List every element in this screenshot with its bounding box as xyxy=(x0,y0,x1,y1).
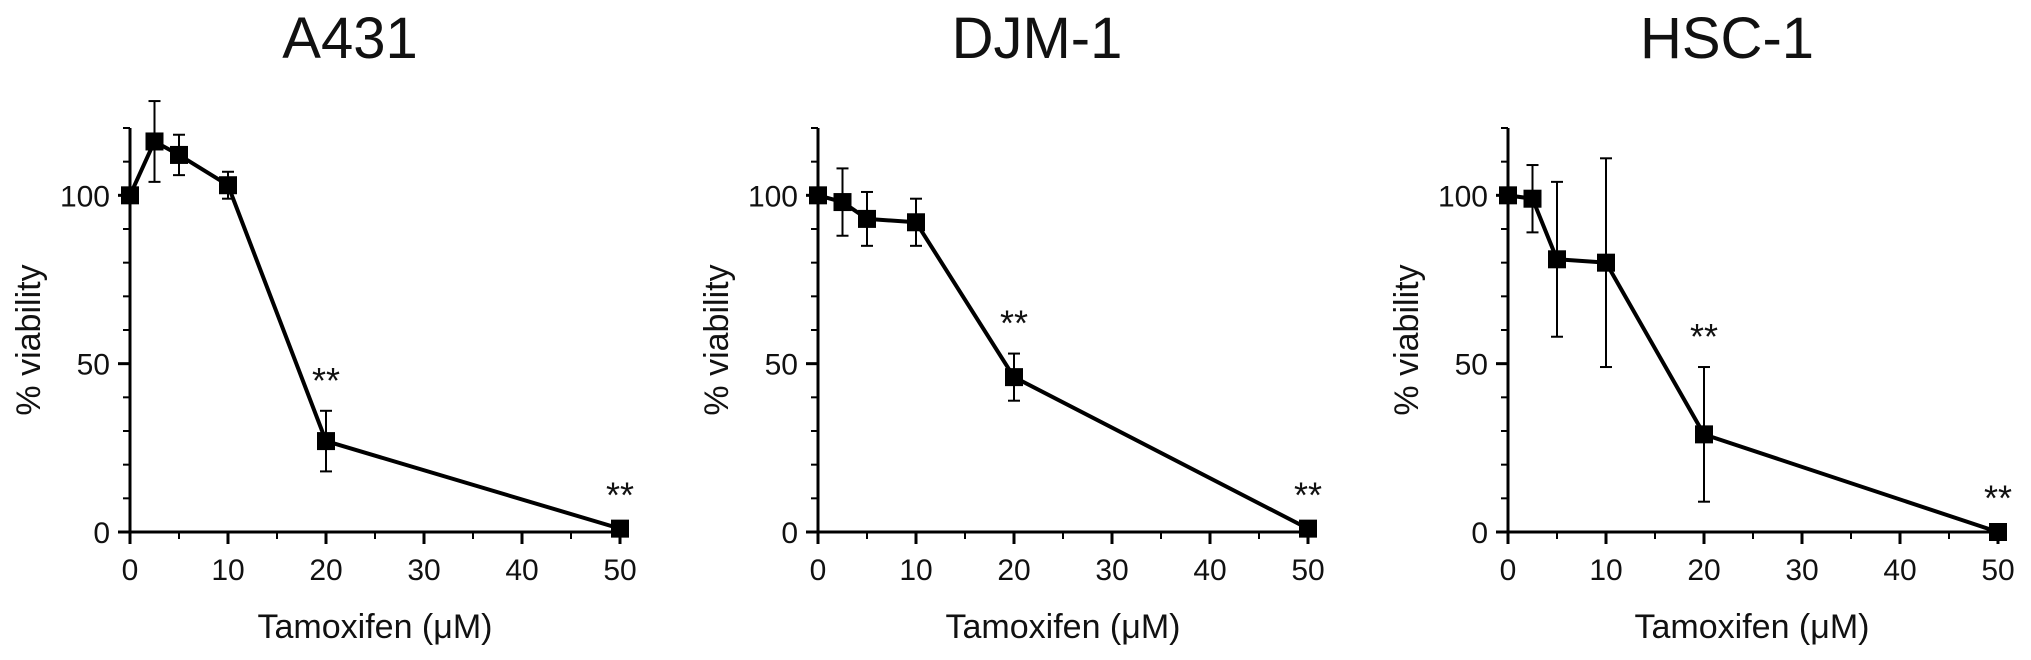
y-tick-label: 0 xyxy=(1471,517,1488,550)
x-tick-label: 20 xyxy=(309,554,342,587)
x-tick-label: 40 xyxy=(1193,554,1226,587)
chart-title: A431 xyxy=(282,6,417,71)
significance-marker: ** xyxy=(312,360,340,401)
axes: 0 50 100 0 10 20 30 40 50 ** ** xyxy=(60,100,637,587)
y-tick-label: 0 xyxy=(781,517,798,550)
series-line xyxy=(817,193,1309,531)
data-point xyxy=(611,519,629,538)
x-tick-label: 30 xyxy=(1095,554,1128,587)
x-tick-label: 50 xyxy=(1291,554,1324,587)
y-tick-label: 50 xyxy=(1455,349,1488,382)
significance-marker: ** xyxy=(1984,478,2012,519)
x-tick-label: 20 xyxy=(997,554,1030,587)
x-tick-label: 10 xyxy=(211,554,244,587)
data-point xyxy=(1548,250,1566,269)
y-tick-label: 100 xyxy=(748,180,798,213)
data-point xyxy=(121,186,139,205)
data-point xyxy=(145,132,164,151)
y-tick-label: 50 xyxy=(77,349,110,382)
y-axis-title: % viability xyxy=(698,264,736,415)
axes: 0 50 100 0 10 20 30 40 50 ** ** xyxy=(1438,127,2015,587)
y-axis-title: % viability xyxy=(10,264,48,415)
data-point xyxy=(1523,189,1542,208)
chart-title: HSC-1 xyxy=(1640,6,1814,71)
x-tick-label: 30 xyxy=(1785,554,1818,587)
chart-title: DJM-1 xyxy=(952,6,1123,71)
data-point xyxy=(907,213,925,232)
significance-marker: ** xyxy=(606,474,634,515)
axes: 0 50 100 0 10 20 30 40 50 ** ** xyxy=(748,127,1325,587)
x-tick-label: 50 xyxy=(603,554,636,587)
data-point xyxy=(1695,425,1713,444)
y-tick-label: 0 xyxy=(93,517,110,550)
data-point xyxy=(833,193,852,212)
data-point xyxy=(170,145,188,164)
y-tick-label: 100 xyxy=(1438,180,1488,213)
data-point xyxy=(1989,523,2007,541)
chart-panel-hsc1: HSC-1 0 50 100 0 10 20 30 40 50 ** ** Tamoxifen (μ… xyxy=(1388,6,2015,646)
x-tick-label: 40 xyxy=(1883,554,1916,587)
y-tick-label: 50 xyxy=(765,349,798,382)
chart-panel-a431: A431 0 50 100 0 10 20 30 40 50 ** ** Tamoxifen (μM… xyxy=(10,6,637,646)
x-tick-label: 0 xyxy=(810,554,827,587)
y-axis-title: % viability xyxy=(1388,264,1426,415)
chart-panel-djm1: DJM-1 0 50 100 0 10 20 30 40 50 ** ** Tamoxifen (μ… xyxy=(698,6,1325,646)
data-point xyxy=(858,209,876,228)
data-point xyxy=(219,176,237,195)
series-line xyxy=(128,139,621,531)
data-point xyxy=(317,432,335,451)
x-tick-label: 20 xyxy=(1687,554,1720,587)
data-point xyxy=(1499,186,1517,205)
x-tick-label: 10 xyxy=(1589,554,1622,587)
series-line xyxy=(1507,193,1999,534)
significance-marker: ** xyxy=(1000,303,1028,344)
x-tick-label: 30 xyxy=(407,554,440,587)
data-point xyxy=(809,186,827,205)
data-point xyxy=(1299,519,1317,538)
data-point xyxy=(1597,253,1615,272)
x-tick-label: 40 xyxy=(505,554,538,587)
x-axis-title: Tamoxifen (μM) xyxy=(946,608,1181,646)
x-tick-label: 0 xyxy=(122,554,139,587)
data-point xyxy=(1005,368,1023,387)
significance-marker: ** xyxy=(1690,316,1718,357)
y-tick-label: 100 xyxy=(60,180,110,213)
significance-marker: ** xyxy=(1294,474,1322,515)
x-axis-title: Tamoxifen (μM) xyxy=(258,608,493,646)
x-axis-title: Tamoxifen (μM) xyxy=(1635,608,1870,646)
x-tick-label: 10 xyxy=(899,554,932,587)
x-tick-label: 50 xyxy=(1981,554,2014,587)
x-tick-label: 0 xyxy=(1500,554,1517,587)
